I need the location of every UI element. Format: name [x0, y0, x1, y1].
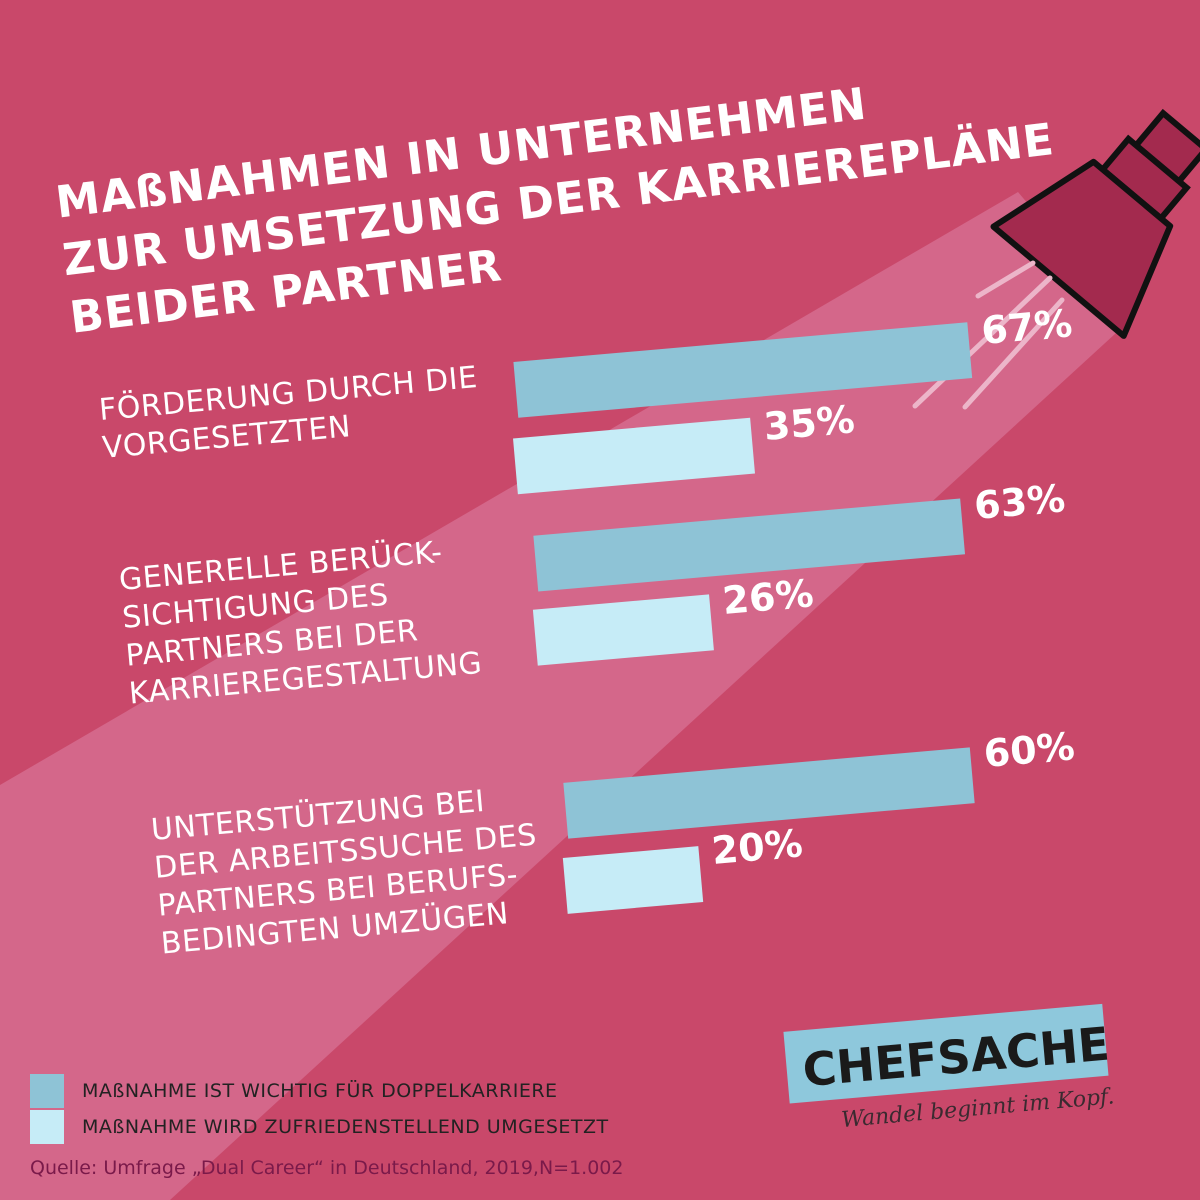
- value-label-important-2: 63%: [972, 476, 1066, 528]
- bar-implemented-2: [532, 594, 714, 666]
- bar-group: 67% 63% 60% 35% 26% 20%: [513, 301, 1076, 914]
- bar-implemented-1: [513, 417, 755, 495]
- bar-implemented-3: [562, 846, 704, 914]
- bar-important-3: [563, 747, 975, 839]
- source-note: Quelle: Umfrage „Dual Career“ in Deutsch…: [30, 1157, 623, 1179]
- value-label-important-3: 60%: [982, 724, 1076, 776]
- light-ray-2: [912, 275, 1053, 409]
- value-label-implemented-1: 35%: [762, 397, 856, 449]
- spotlight-beam: [0, 192, 1128, 1200]
- value-label-important-1: 67%: [980, 301, 1074, 353]
- brand-box: [783, 1003, 1109, 1104]
- value-label-implemented-3: 20%: [710, 821, 804, 873]
- legend-swatch-implemented: [30, 1110, 64, 1144]
- legend-label-important: MAßNAHME IST WICHTIG FÜR DOPPELKARRIERE: [82, 1079, 558, 1102]
- legend-label-implemented: MAßNAHME WIRD ZUFRIEDENSTELLEND UMGESETZ…: [82, 1116, 609, 1138]
- legend-swatch-important: [30, 1074, 64, 1108]
- value-label-implemented-2: 26%: [721, 571, 815, 623]
- spotlight-icon: [912, 108, 1200, 410]
- bar-important-2: [533, 498, 966, 592]
- light-ray-1: [975, 260, 1036, 299]
- legend: MAßNAHME IST WICHTIG FÜR DOPPELKARRIERE …: [30, 1074, 609, 1144]
- lamp-shade: [990, 158, 1174, 339]
- bar-important-1: [513, 322, 973, 418]
- light-ray-3: [962, 297, 1065, 410]
